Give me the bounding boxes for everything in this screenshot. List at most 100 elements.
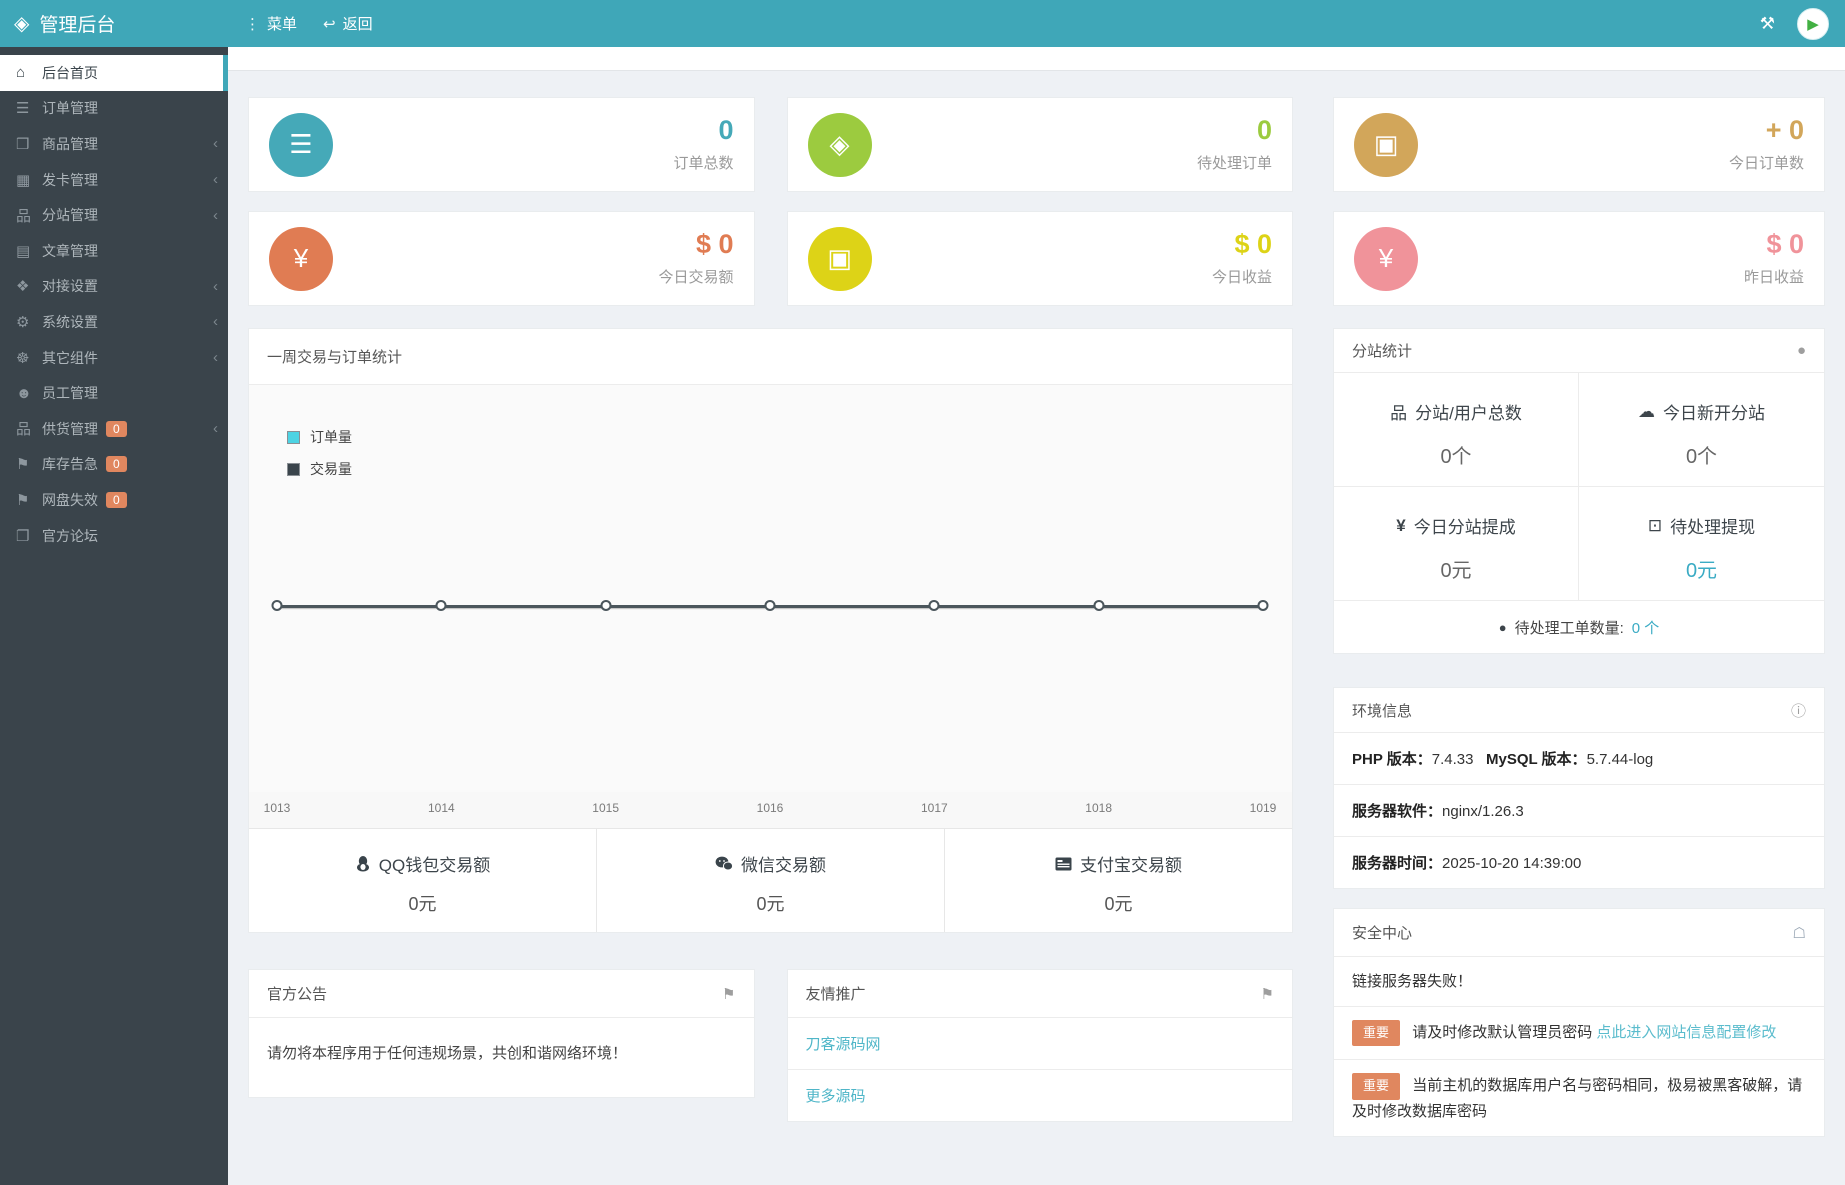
gem-icon: ◈ [807,112,872,177]
sidebar-item-products[interactable]: ❒ 商品管理 ‹ [0,126,228,162]
brand[interactable]: ◈ 管理后台 [0,10,228,37]
sidebar-item-label: 对接设置 [42,278,98,295]
qq-wallet-stat: QQ钱包交易额 0元 [249,829,596,932]
x-tick: 1014 [427,801,455,815]
sidebar-item-home[interactable]: ⌂ 后台首页 [0,55,228,91]
avatar[interactable]: ▶ [1797,7,1829,40]
line-chart: 订单量 交易量 [249,385,1292,792]
stat-label: 今日收益 [1211,268,1272,286]
alipay-card-icon [1055,857,1072,870]
php-version: 7.4.33 [1431,751,1474,768]
sidebar-item-articles[interactable]: ▤ 文章管理 [0,233,228,269]
sidebar-item-staff[interactable]: ☻ 员工管理 [0,375,228,411]
count-badge: 0 [106,491,127,508]
x-tick: 1017 [920,801,948,815]
ordered-list-icon: ☰ [269,112,333,177]
chart-title: 一周交易与订单统计 [267,349,403,366]
server-time: 2025-10-20 14:39:00 [1442,855,1582,872]
bullhorn-icon: ⚑ [722,985,736,1003]
sidebar-item-card-issuing[interactable]: ▦ 发卡管理 ‹ [0,162,228,198]
data-point-marker [1257,599,1269,611]
sidebar-item-label: 订单管理 [42,100,98,117]
qq-wallet-value: 0元 [408,894,437,914]
promo-panel: 友情推广 ⚑ 刀客源码网 更多源码 [786,969,1293,1122]
promo-link-more[interactable]: 更多源码 [805,1088,866,1105]
top-navbar: ◈ 管理后台 ⋮ 菜单 ↩ 返回 ⚒ ▶ [0,0,1845,47]
data-point-marker [928,599,940,611]
chevron-left-icon: ‹ [213,206,218,224]
bullhorn-icon: ⚑ [16,456,30,474]
stat-card-total-orders: ☰ 0 订单总数 [248,97,755,192]
chevron-left-icon: ‹ [213,313,218,331]
server-software: nginx/1.26.3 [1442,803,1524,820]
substation-title: 分站统计 [1352,343,1413,360]
sidebar-item-label: 发卡管理 [42,171,98,188]
sidebar-item-label: 其它组件 [42,349,98,366]
sidebar-item-label: 后台首页 [42,64,98,81]
substation-total-value: 0个 [1440,446,1472,468]
count-badge: 0 [106,456,127,473]
stat-label: 昨日收益 [1743,268,1804,286]
environment-title: 环境信息 [1352,702,1413,720]
chevron-left-icon: ‹ [213,171,218,189]
sidebar-item-label: 官方论坛 [42,527,98,544]
wrench-icon[interactable]: ⚒ [1759,13,1775,33]
grid-icon: ▦ [16,171,31,189]
stat-value: $ 0 [695,229,734,260]
sidebar-item-integration[interactable]: ❖ 对接设置 ‹ [0,269,228,305]
stat-value: $ 0 [1234,229,1272,260]
stat-value: 0 [1256,115,1272,146]
shield-icon: ☖ [1792,924,1806,942]
config-edit-link[interactable]: 点此进入网站信息配置修改 [1596,1024,1777,1042]
sidebar-item-system-settings[interactable]: ⚙ 系统设置 ‹ [0,304,228,340]
x-tick: 1016 [756,801,784,815]
qq-penguin-icon [356,856,369,872]
yen-icon: ¥ [269,226,333,291]
substation-withdraw-value: 0元 [1685,560,1718,582]
stat-label: 待处理订单 [1196,154,1272,172]
back-button[interactable]: ↩ 返回 [323,13,373,34]
sidebar-item-label: 分站管理 [42,207,98,224]
stat-value: 0 [718,115,734,146]
sidebar-item-orders[interactable]: ☰ 订单管理 [0,91,228,127]
briefcase-icon: ▣ [1354,112,1418,177]
legend-item-transactions[interactable]: 交易量 [287,459,352,479]
sidebar-item-stock-alert[interactable]: ⚑ 库存告急 0 [0,447,228,483]
bullhorn-icon: ⚑ [16,491,30,509]
cart-icon: ❒ [16,135,30,153]
sidebar-item-netdisk-invalid[interactable]: ⚑ 网盘失效 0 [0,482,228,518]
chevron-left-icon: ‹ [213,277,218,295]
substation-commission-value: 0元 [1440,560,1472,582]
sitemap-icon: 品 [16,207,32,225]
promo-link-daoke[interactable]: 刀客源码网 [787,1018,1292,1070]
back-label: 返回 [342,16,373,33]
comment-icon: ● [1498,619,1507,635]
sidebar: ⌂ 后台首页 ☰ 订单管理 ❒ 商品管理 ‹ ▦ 发卡管理 ‹ 品 分站管理 ‹… [0,47,228,1185]
substation-commission-cell: ¥ 今日分站提成 0元 [1334,487,1579,601]
back-arrow-icon: ↩ [323,15,336,33]
chevron-left-icon: ‹ [213,349,218,367]
cloud-icon: ☁ [1638,401,1655,421]
security-title: 安全中心 [1352,925,1413,942]
count-badge: 0 [106,420,127,437]
sidebar-item-components[interactable]: ☸ 其它组件 ‹ [0,340,228,376]
home-icon: ⌂ [16,64,26,82]
data-point-marker [600,599,612,611]
data-point-marker [1093,599,1105,611]
sidebar-item-supply[interactable]: 品 供货管理 0 ‹ [0,411,228,447]
stat-value: $ 0 [1766,229,1804,260]
stat-card-today-orders: ▣ + 0 今日订单数 [1333,97,1825,192]
data-point-marker [271,599,283,611]
legend-item-orders[interactable]: 订单量 [287,427,352,447]
menu-toggle-button[interactable]: ⋮ 菜单 [245,13,297,34]
promo-title: 友情推广 [805,986,866,1003]
sidebar-item-substations[interactable]: 品 分站管理 ‹ [0,197,228,233]
chart-x-axis: 1013 1014 1015 1016 1017 1018 1019 [249,792,1292,828]
sidebar-item-official-forum[interactable]: ❐ 官方论坛 [0,518,228,554]
data-point-marker [764,599,776,611]
sitemap-icon: 品 [1390,404,1408,423]
wechat-value: 0元 [756,894,785,914]
gear-icon: ⚙ [16,313,30,331]
sidebar-menu: ⌂ 后台首页 ☰ 订单管理 ❒ 商品管理 ‹ ▦ 发卡管理 ‹ 品 分站管理 ‹… [0,47,228,553]
db-password-warning: 重要 当前主机的数据库用户名与密码相同，极易被黑客破解，请及时修改数据库密码 [1334,1060,1824,1135]
